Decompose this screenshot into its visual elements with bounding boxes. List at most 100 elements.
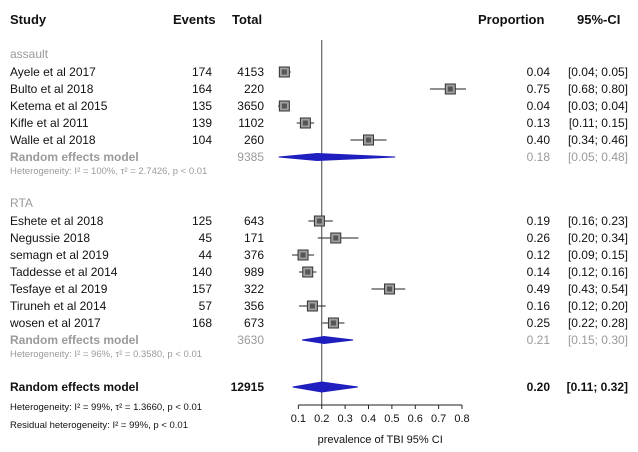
subgroup-diamond [278,152,396,162]
subgroup-pooled-total: 9385 [237,150,264,164]
ci-value: [0.22; 0.28] [568,316,628,330]
study-label: Eshete et al 2018 [10,214,104,228]
header-events: Events [173,12,216,27]
proportion-value: 0.04 [527,99,551,113]
total-value: 1102 [238,116,264,130]
events-value: 125 [192,214,212,228]
x-tick-label: 0.2 [314,413,329,425]
events-value: 164 [192,82,212,96]
header-proportion: Proportion [478,12,544,27]
total-value: 989 [244,265,264,279]
proportion-value: 0.49 [527,282,551,296]
subgroup-pooled-proportion: 0.21 [527,333,551,347]
ci-value: [0.11; 0.15] [569,116,628,130]
overall-label: Random effects model [10,380,139,394]
events-value: 139 [192,116,212,130]
proportion-value: 0.75 [527,82,551,96]
events-value: 44 [199,248,213,262]
study-point [300,252,306,258]
subgroup-label: RTA [10,196,33,210]
study-label: Ayele et al 2017 [10,65,96,79]
study-label: Taddesse et al 2014 [10,265,118,279]
proportion-value: 0.26 [527,231,551,245]
study-point [281,69,287,75]
study-point [316,218,322,224]
ci-value: [0.09; 0.15] [568,248,628,262]
subgroup-label: assault [10,47,49,61]
events-value: 104 [192,133,212,147]
x-tick-label: 0.8 [454,413,469,425]
proportion-value: 0.40 [527,133,551,147]
subgroup-heterogeneity: Heterogeneity: I² = 100%, τ² = 2.7426, p… [10,166,207,177]
study-label: Tesfaye et al 2019 [10,282,108,296]
x-tick-label: 0.1 [291,413,306,425]
proportion-value: 0.19 [527,214,551,228]
overall-heterogeneity: Heterogeneity: I² = 99%, τ² = 1.3660, p … [10,402,202,413]
residual-heterogeneity: Residual heterogeneity: I² = 99%, p < 0.… [10,420,188,431]
total-value: 673 [244,316,264,330]
study-label: Tiruneh et al 2014 [10,299,107,313]
header-study: Study [10,12,47,27]
subgroup-pooled-proportion: 0.18 [527,150,551,164]
subgroup-pooled-total: 3630 [237,333,264,347]
total-value: 3650 [237,99,264,113]
overall-ci: [0.11; 0.32] [567,380,628,394]
x-tick-label: 0.3 [337,413,352,425]
events-value: 157 [192,282,212,296]
events-value: 45 [199,231,213,245]
total-value: 376 [244,248,264,262]
events-value: 168 [192,316,212,330]
study-point [330,320,336,326]
total-value: 356 [244,299,264,313]
total-value: 643 [244,214,264,228]
subgroup-pooled-label: Random effects model [10,150,139,164]
ci-value: [0.34; 0.46] [568,133,628,147]
x-tick-label: 0.7 [431,413,446,425]
total-value: 4153 [237,65,264,79]
proportion-value: 0.13 [527,116,551,130]
proportion-value: 0.25 [527,316,551,330]
x-tick-label: 0.5 [384,413,399,425]
overall-total: 12915 [231,380,265,394]
ci-value: [0.68; 0.80] [568,82,628,96]
study-label: Walle et al 2018 [10,133,96,147]
header-ci: 95%-CI [577,12,620,27]
ci-value: [0.03; 0.04] [568,99,628,113]
ci-value: [0.20; 0.34] [568,231,628,245]
study-point [366,137,371,143]
total-value: 260 [244,133,264,147]
events-value: 174 [192,65,212,79]
study-point [309,303,315,309]
header-total: Total [232,12,262,27]
study-point [305,269,311,275]
ci-value: [0.12; 0.16] [568,265,628,279]
events-value: 135 [192,99,212,113]
ci-value: [0.12; 0.20] [568,299,628,313]
total-value: 171 [244,231,264,245]
total-value: 220 [244,82,264,96]
x-tick-label: 0.6 [408,413,423,425]
study-label: wosen et al 2017 [9,316,101,330]
proportion-value: 0.12 [527,248,551,262]
proportion-value: 0.16 [527,299,551,313]
ci-value: [0.16; 0.23] [568,214,628,228]
events-value: 140 [192,265,212,279]
study-point [447,86,453,92]
study-point [302,120,308,126]
study-label: Bulto et al 2018 [10,82,94,96]
subgroup-pooled-ci: [0.15; 0.30] [568,333,628,347]
study-label: Kifle et al 2011 [10,116,89,130]
subgroup-pooled-ci: [0.05; 0.48] [568,150,628,164]
study-point [333,235,339,241]
overall-proportion: 0.20 [527,380,551,394]
subgroup-diamond [301,335,354,345]
study-label: semagn et al 2019 [10,248,109,262]
subgroup-pooled-label: Random effects model [10,333,139,347]
proportion-value: 0.04 [527,65,551,79]
ci-value: [0.43; 0.54] [568,282,628,296]
proportion-value: 0.14 [527,265,551,279]
total-value: 322 [244,282,264,296]
subgroup-heterogeneity: Heterogeneity: I² = 96%, τ² = 0.3580, p … [10,349,202,360]
overall-diamond [292,381,358,393]
